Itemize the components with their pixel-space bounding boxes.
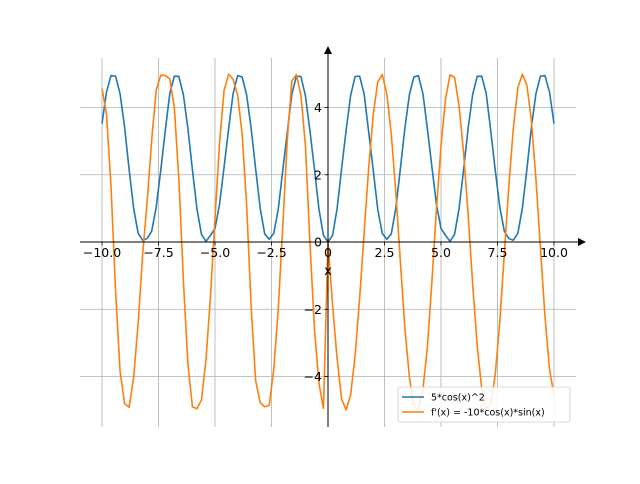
tick-labels: −10.0 −7.5 −5.0 −2.5 0 2.5 5.0 7.5 10.0 −4 −2 0 2 4 — [83, 100, 568, 384]
legend-label-1: 5*cos(x)^2 — [431, 393, 485, 404]
y-tick-label: −4 — [304, 369, 322, 384]
legend-label-2: f'(x) = -10*cos(x)*sin(x) — [431, 408, 545, 419]
x-tick-label: 10.0 — [540, 245, 568, 260]
axes — [80, 46, 586, 427]
x-tick-label: −10.0 — [83, 245, 121, 260]
x-tick-label: 0 — [324, 245, 332, 260]
y-tick-label: 2 — [314, 167, 322, 182]
x-tick-label: 2.5 — [375, 245, 395, 260]
x-tick-label: 7.5 — [488, 245, 508, 260]
y-tick-label: 0 — [314, 235, 322, 250]
legend-box — [397, 386, 571, 423]
x-tick-label: −7.5 — [143, 245, 173, 260]
x-tick-label: −5.0 — [200, 245, 230, 260]
y-axis-arrow-icon — [324, 46, 332, 54]
legend: 5*cos(x)^2 f'(x) = -10*cos(x)*sin(x) — [397, 386, 571, 423]
x-axis-label: x — [324, 264, 332, 279]
x-tick-label: 5.0 — [431, 245, 451, 260]
x-tick-label: −2.5 — [256, 245, 286, 260]
y-tick-label: 4 — [314, 100, 322, 115]
y-tick-label: −2 — [304, 302, 322, 317]
x-axis-arrow-icon — [578, 238, 586, 246]
